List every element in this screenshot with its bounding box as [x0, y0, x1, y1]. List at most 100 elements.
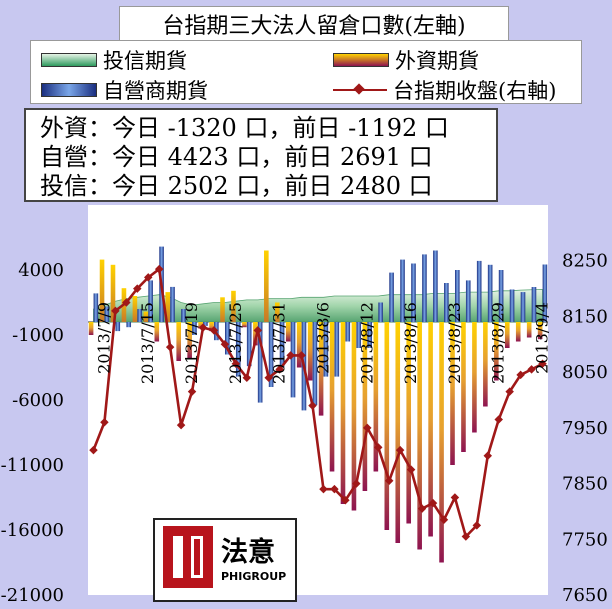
- foreign-bar: [472, 322, 477, 433]
- index-point: [352, 479, 361, 488]
- dealer-bar: [148, 280, 153, 322]
- index-point: [231, 359, 241, 369]
- x-tick-label: 2013/7/31: [270, 302, 289, 384]
- dealer-bar: [126, 322, 132, 328]
- logo-mark-icon: [163, 526, 213, 588]
- dealer-bar: [170, 286, 175, 322]
- index-point: [198, 323, 208, 332]
- logo-chinese: 法意: [221, 537, 275, 568]
- index-point: [538, 359, 547, 369]
- y-right-tick-label: 8050: [562, 362, 608, 383]
- foreign-bar: [526, 322, 532, 338]
- dealer-bar: [137, 309, 142, 322]
- y-left-tick-label: -16000: [1, 520, 64, 541]
- index-point: [461, 532, 471, 541]
- dealer-bar: [345, 322, 351, 342]
- legend-label-foreign: 外資期貨: [395, 49, 479, 73]
- dealer-bar: [356, 322, 362, 348]
- foreign-bar: [483, 322, 488, 407]
- x-tick-label: 2013/9/4: [533, 302, 552, 374]
- index-point: [154, 264, 164, 274]
- foreign-bar: [362, 322, 368, 491]
- dealer-bar: [334, 322, 340, 377]
- y-left-tick-label: -11000: [1, 455, 64, 476]
- foreign-bar: [384, 322, 390, 530]
- foreign-bar: [340, 322, 346, 504]
- foreign-bar: [395, 322, 401, 543]
- x-tick-label: 2013/7/9: [94, 302, 113, 374]
- dealer-bar: [454, 270, 460, 322]
- summary-dealer: 自營：今日 4423 口，前日 2691 口: [40, 143, 433, 171]
- dealer-bar: [268, 322, 274, 387]
- index-point: [187, 387, 197, 396]
- dealer-bar: [257, 322, 263, 403]
- index-point: [483, 451, 493, 460]
- foreign-bar: [176, 322, 182, 361]
- foreign-bar: [231, 290, 236, 322]
- dealer-bar: [465, 280, 471, 322]
- legend-item-foreign: 外資期貨: [333, 45, 479, 75]
- foreign-bar: [110, 264, 116, 322]
- index-point: [516, 370, 525, 380]
- index-point: [165, 342, 175, 352]
- foreign-bar: [428, 322, 433, 537]
- index-point: [133, 284, 142, 293]
- index-point: [319, 484, 328, 494]
- y-right-tick-label: 7850: [562, 474, 608, 495]
- dealer-bar: [520, 292, 526, 322]
- index-point: [100, 418, 109, 427]
- index-point: [220, 340, 230, 349]
- dealer-bar: [93, 293, 99, 322]
- foreign-bar: [318, 322, 324, 416]
- y-right-tick-label: 7950: [562, 418, 608, 439]
- x-tick-label: 2013/8/29: [489, 302, 508, 384]
- x-tick-label: 2013/8/23: [445, 302, 464, 384]
- foreign-bar: [242, 322, 247, 328]
- foreign-bar: [515, 322, 521, 342]
- legend-swatch-foreign: [333, 53, 389, 67]
- position-summary-box: 外資：今日 -1320 口，前日 -1192 口 自營：今日 4423 口，前日…: [24, 108, 498, 202]
- index-point: [395, 445, 405, 455]
- dealer-bar: [279, 322, 285, 368]
- y-right-tick-label: 7750: [562, 529, 608, 550]
- index-point: [406, 465, 416, 474]
- index-point: [439, 515, 449, 525]
- index-point: [384, 476, 394, 486]
- index-point: [89, 445, 98, 455]
- foreign-bar: [329, 322, 335, 472]
- index-point: [264, 373, 273, 382]
- y-left-tick-label: -6000: [12, 390, 64, 411]
- index-point: [494, 415, 503, 424]
- index-point: [363, 423, 372, 433]
- foreign-bar: [450, 322, 455, 465]
- foreign-bar: [307, 322, 313, 381]
- dealer-bar: [422, 254, 427, 322]
- foreign-bar: [99, 259, 105, 322]
- logo-english: PHIGROUP: [221, 570, 287, 583]
- dealer-bar: [192, 322, 197, 335]
- legend-label-dealer: 自營商期貨: [103, 79, 208, 103]
- y-right-tick-label: 7650: [562, 585, 608, 606]
- index-point: [527, 365, 536, 374]
- legend-item-dealer: 自營商期貨: [41, 75, 208, 105]
- index-point: [111, 306, 120, 316]
- legend: 投信期貨 外資期貨 自營商期貨 台指期收盤(右軸): [30, 40, 582, 104]
- dealer-bar: [203, 322, 208, 326]
- phigroup-logo: 法意 PHIGROUP: [153, 518, 297, 602]
- index-point: [209, 326, 219, 335]
- foreign-bar: [439, 322, 444, 563]
- dealer-bar: [181, 309, 186, 322]
- dealer-bar: [476, 260, 482, 322]
- x-tick-label: 2013/8/16: [401, 302, 420, 384]
- dealer-bar: [542, 264, 548, 322]
- dealer-bar: [246, 322, 252, 367]
- index-point: [286, 351, 295, 360]
- foreign-bar: [220, 297, 225, 322]
- dealer-bar: [104, 306, 110, 322]
- dealer-bar: [378, 302, 383, 322]
- index-point: [275, 365, 284, 374]
- foreign-bar: [264, 250, 269, 322]
- foreign-bar: [373, 322, 379, 472]
- x-tick-label: 2013/7/15: [138, 302, 157, 384]
